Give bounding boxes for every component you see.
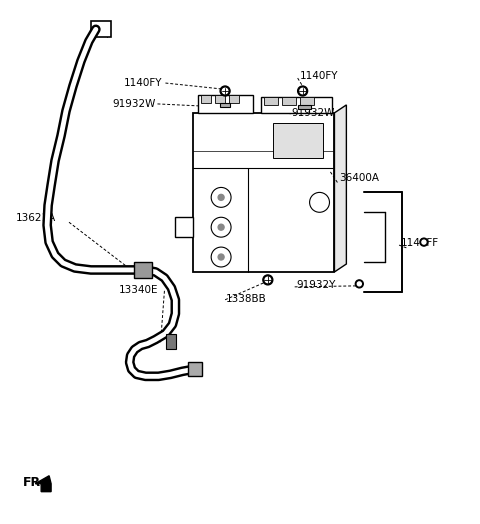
Text: 13340E: 13340E (119, 285, 158, 295)
Circle shape (357, 282, 361, 286)
Polygon shape (175, 217, 193, 237)
Circle shape (355, 280, 363, 288)
Circle shape (220, 86, 230, 96)
Bar (229, 95, 239, 103)
Circle shape (218, 224, 224, 230)
Circle shape (265, 277, 271, 282)
Circle shape (420, 238, 428, 246)
Polygon shape (35, 476, 51, 492)
Text: 91932W: 91932W (292, 108, 335, 118)
Circle shape (211, 217, 231, 237)
Bar (193, 113, 335, 272)
Circle shape (218, 254, 224, 260)
Circle shape (263, 275, 273, 285)
Text: 91932W: 91932W (112, 99, 156, 109)
Text: 1140FY: 1140FY (124, 78, 162, 88)
Circle shape (310, 192, 329, 212)
Bar (188, 363, 202, 376)
Bar (201, 95, 211, 103)
Bar (215, 95, 225, 103)
Bar (91, 21, 111, 37)
Circle shape (218, 194, 224, 200)
Bar (300, 97, 313, 105)
Circle shape (211, 188, 231, 208)
Text: 91932Y: 91932Y (297, 280, 336, 290)
Bar (133, 262, 152, 278)
Text: 13621A: 13621A (16, 213, 57, 223)
Circle shape (422, 240, 426, 244)
Bar (273, 123, 323, 158)
Polygon shape (335, 105, 347, 272)
Bar (198, 95, 253, 113)
Text: 1338BB: 1338BB (226, 294, 267, 304)
Circle shape (211, 247, 231, 267)
Circle shape (222, 88, 228, 94)
Circle shape (300, 88, 305, 94)
Circle shape (298, 86, 308, 96)
Bar (264, 97, 278, 105)
Bar (261, 97, 333, 113)
Text: 1140FY: 1140FY (300, 71, 338, 81)
Polygon shape (220, 103, 230, 107)
Text: 36400A: 36400A (339, 173, 379, 183)
Bar (167, 334, 176, 350)
Text: FR.: FR. (23, 476, 47, 489)
Text: 1140FF: 1140FF (401, 238, 439, 248)
Polygon shape (298, 105, 311, 109)
Bar (282, 97, 296, 105)
